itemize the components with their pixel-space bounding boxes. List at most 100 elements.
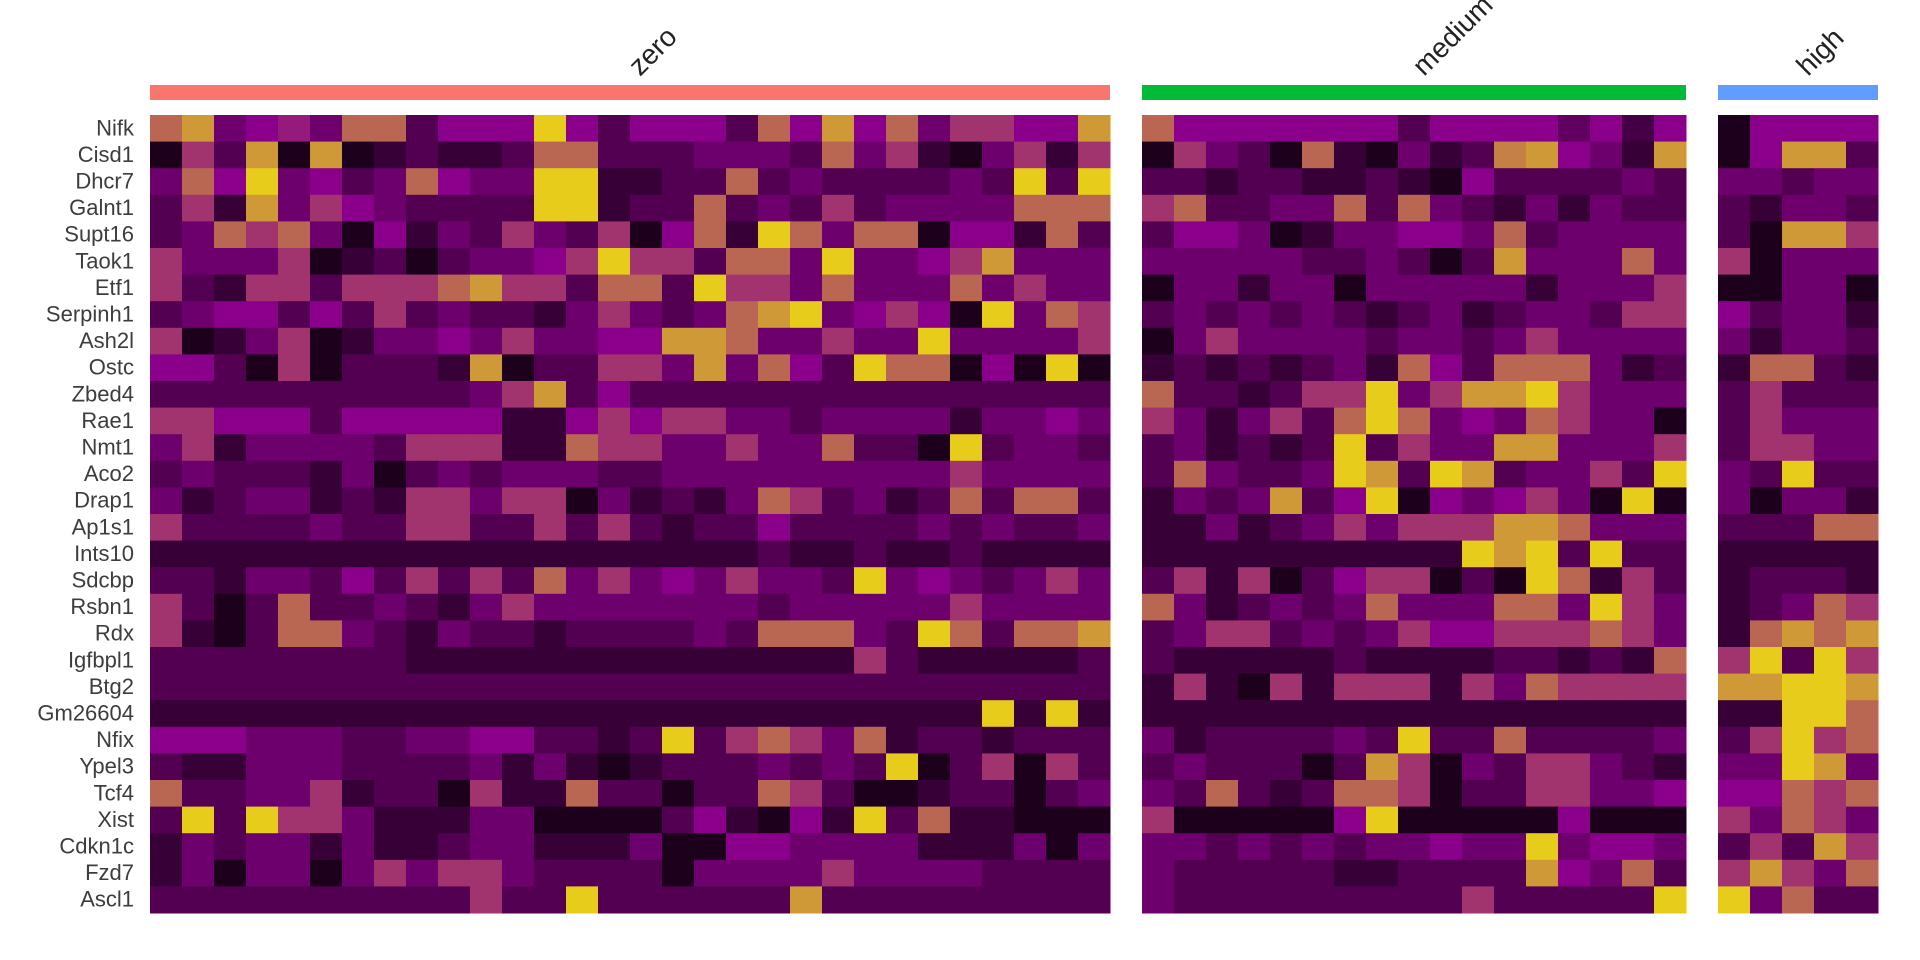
heatmap-cell bbox=[310, 514, 343, 542]
heatmap-cell bbox=[1814, 620, 1847, 648]
heatmap-cell bbox=[982, 221, 1015, 249]
heatmap-cell bbox=[150, 487, 183, 515]
heatmap-cell bbox=[1526, 700, 1559, 728]
heatmap-cell bbox=[438, 434, 471, 462]
heatmap-cell bbox=[854, 460, 887, 488]
heatmap-cell bbox=[374, 301, 407, 329]
heatmap-cell bbox=[1814, 274, 1847, 302]
heatmap-cell bbox=[918, 593, 951, 621]
group-bar-high bbox=[1718, 85, 1878, 100]
heatmap-cell bbox=[534, 806, 567, 834]
heatmap-cell bbox=[1334, 407, 1367, 435]
heatmap-cell bbox=[246, 141, 279, 169]
heatmap-cell bbox=[1494, 780, 1527, 808]
heatmap-cell bbox=[1334, 115, 1367, 143]
heatmap-cell bbox=[1302, 354, 1335, 382]
heatmap-cell bbox=[246, 221, 279, 249]
heatmap-cell bbox=[1430, 726, 1463, 754]
heatmap-cell bbox=[1654, 700, 1687, 728]
heatmap-cell bbox=[1526, 354, 1559, 382]
heatmap-cell bbox=[726, 806, 759, 834]
heatmap-cell bbox=[1814, 593, 1847, 621]
heatmap-cell bbox=[534, 540, 567, 568]
heatmap-cell bbox=[150, 859, 183, 887]
heatmap-cell bbox=[310, 886, 343, 914]
heatmap-cell bbox=[1238, 381, 1271, 409]
heatmap-cell bbox=[1590, 194, 1623, 222]
heatmap-cell bbox=[566, 274, 599, 302]
group-label-high: high bbox=[1790, 22, 1849, 81]
heatmap-cell bbox=[150, 780, 183, 808]
heatmap-cell bbox=[1718, 354, 1751, 382]
heatmap-cell bbox=[1270, 593, 1303, 621]
heatmap-cell bbox=[150, 434, 183, 462]
heatmap-cell bbox=[1590, 593, 1623, 621]
heatmap-cell bbox=[662, 354, 695, 382]
heatmap-cell bbox=[1462, 248, 1495, 276]
heatmap-cell bbox=[1046, 753, 1079, 781]
heatmap-cell bbox=[854, 806, 887, 834]
heatmap-cell bbox=[726, 726, 759, 754]
heatmap-cell bbox=[1622, 168, 1655, 196]
heatmap-cell bbox=[1494, 327, 1527, 355]
heatmap-cell bbox=[502, 221, 535, 249]
heatmap-cell bbox=[1750, 460, 1783, 488]
heatmap-cell bbox=[1270, 248, 1303, 276]
heatmap-cell bbox=[1622, 274, 1655, 302]
heatmap-cell bbox=[502, 620, 535, 648]
heatmap-cell bbox=[1590, 221, 1623, 249]
heatmap-cell bbox=[1206, 168, 1239, 196]
heatmap-cell bbox=[982, 460, 1015, 488]
heatmap-cell bbox=[374, 700, 407, 728]
heatmap-cell bbox=[1558, 859, 1591, 887]
heatmap-cell bbox=[1558, 806, 1591, 834]
heatmap-cell bbox=[918, 221, 951, 249]
heatmap-cell bbox=[886, 780, 919, 808]
heatmap-cell bbox=[790, 381, 823, 409]
heatmap-cell bbox=[1462, 540, 1495, 568]
heatmap-cell bbox=[150, 221, 183, 249]
heatmap-cell bbox=[1846, 248, 1879, 276]
heatmap-cell bbox=[214, 753, 247, 781]
heatmap-cell bbox=[470, 780, 503, 808]
heatmap-cell bbox=[1782, 833, 1815, 861]
heatmap-cell bbox=[246, 434, 279, 462]
heatmap-cell bbox=[1430, 141, 1463, 169]
heatmap-cell bbox=[982, 327, 1015, 355]
heatmap-cell bbox=[502, 753, 535, 781]
heatmap-cell bbox=[950, 567, 983, 595]
heatmap-cell bbox=[1622, 753, 1655, 781]
heatmap-cell bbox=[1494, 407, 1527, 435]
heatmap-cell bbox=[982, 647, 1015, 675]
heatmap-cell bbox=[1494, 673, 1527, 701]
heatmap-cell bbox=[1814, 753, 1847, 781]
heatmap-cell bbox=[1494, 248, 1527, 276]
heatmap-cell bbox=[502, 647, 535, 675]
heatmap-cell bbox=[1558, 647, 1591, 675]
heatmap-cell bbox=[1750, 806, 1783, 834]
heatmap-cell bbox=[1558, 593, 1591, 621]
heatmap-cell bbox=[1590, 514, 1623, 542]
heatmap-cell bbox=[1334, 168, 1367, 196]
heatmap-cell bbox=[598, 567, 631, 595]
heatmap-cell bbox=[630, 274, 663, 302]
heatmap-cell bbox=[662, 487, 695, 515]
heatmap-cell bbox=[726, 593, 759, 621]
heatmap-cell bbox=[150, 274, 183, 302]
heatmap-cell bbox=[1558, 221, 1591, 249]
heatmap-cell bbox=[182, 647, 215, 675]
heatmap-cell bbox=[1302, 460, 1335, 488]
heatmap-cell bbox=[566, 434, 599, 462]
heatmap-cell bbox=[1622, 593, 1655, 621]
heatmap-cell bbox=[502, 514, 535, 542]
heatmap-cell bbox=[1046, 460, 1079, 488]
heatmap-cell bbox=[1654, 620, 1687, 648]
heatmap-cell bbox=[1526, 806, 1559, 834]
gene-label: Zbed4 bbox=[72, 381, 134, 406]
heatmap-cell bbox=[438, 753, 471, 781]
heatmap-cell bbox=[1206, 487, 1239, 515]
heatmap-cell bbox=[182, 593, 215, 621]
heatmap-cell bbox=[1846, 540, 1879, 568]
heatmap-cell bbox=[470, 593, 503, 621]
heatmap-cell bbox=[662, 620, 695, 648]
